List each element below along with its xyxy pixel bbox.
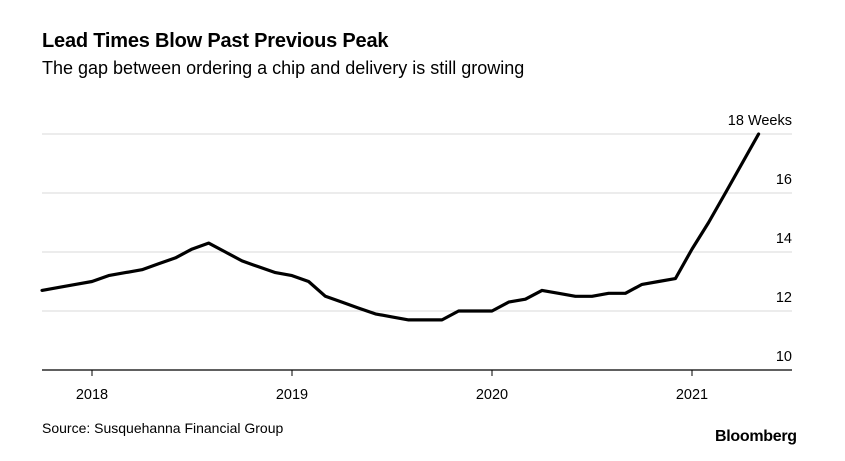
source-note: Source: Susquehanna Financial Group: [42, 420, 284, 436]
x-axis-ticks: 2018 2019 2020 2021: [76, 370, 708, 403]
y-tick-label: 16: [776, 172, 792, 188]
chart-title: Lead Times Blow Past Previous Peak: [42, 30, 389, 52]
chart-subtitle: The gap between ordering a chip and deli…: [42, 58, 525, 78]
x-tick-label: 2018: [76, 387, 108, 403]
x-tick-label: 2020: [476, 387, 508, 403]
series-line: [40, 132, 761, 322]
y-axis-tick-labels: 10 12 14 16 18 Weeks: [728, 113, 792, 365]
y-tick-label: 12: [776, 290, 792, 306]
x-tick-label: 2021: [676, 387, 708, 403]
y-tick-label: 10: [776, 349, 792, 365]
x-tick-label: 2019: [276, 387, 308, 403]
y-tick-label: 14: [776, 231, 792, 247]
gridlines: [42, 133, 792, 312]
bloomberg-logo: Bloomberg: [715, 428, 797, 445]
series-lines: [40, 132, 761, 322]
y-tick-label: 18 Weeks: [728, 113, 792, 129]
